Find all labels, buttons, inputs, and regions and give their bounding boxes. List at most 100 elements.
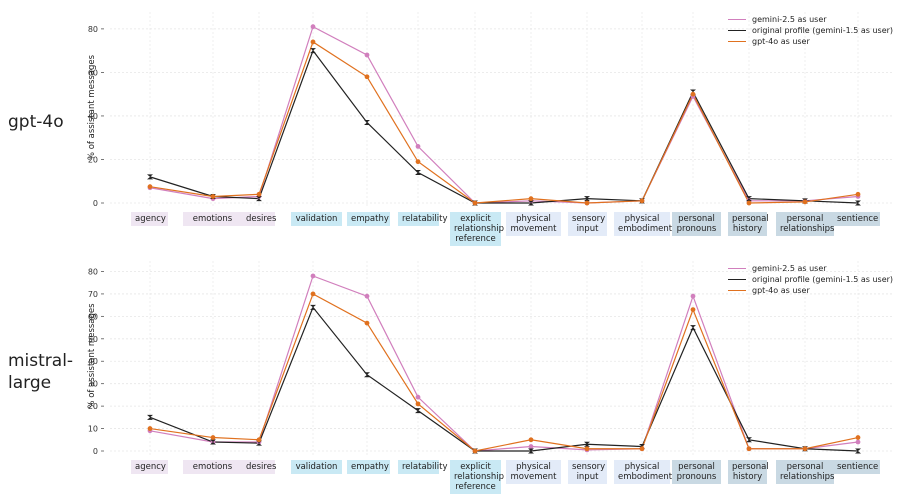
point (639, 198, 645, 204)
row-label-gpt-4o: gpt-4o (8, 112, 64, 132)
legend-label: gpt-4o as user (752, 37, 810, 46)
point (364, 52, 370, 58)
category-label-line: agency (135, 462, 166, 472)
point (415, 394, 421, 400)
category-label-line: validation (295, 214, 338, 224)
legend-label: original profile (gemini-1.5 as user) (752, 26, 894, 35)
legend-item: gpt-4o as user (728, 285, 893, 296)
point (256, 440, 262, 446)
category-label-line: empathy (351, 462, 389, 472)
row-label-mistral-large: mistral- large (8, 350, 73, 394)
category-label: relatability (398, 212, 448, 226)
category-label: relatability (398, 460, 448, 474)
y-tick-label: 80 (88, 267, 98, 276)
category-label-line: physical (516, 214, 551, 224)
category-label: validation (291, 460, 342, 474)
point (639, 446, 645, 452)
category-label-line: personal (678, 214, 715, 224)
category-label: emotions (183, 460, 242, 474)
point (310, 48, 316, 54)
legend-label: gemini-2.5 as user (752, 15, 827, 24)
chart-0: 0 20 40 60 80 % of assistant messages (87, 12, 893, 208)
y-tick-label: 0 (93, 447, 98, 456)
category-label-line: embodiment (618, 472, 673, 482)
category-label-line: relationships (780, 224, 835, 234)
legend-item: gemini-2.5 as user (728, 263, 893, 274)
category-label-line: relationship (454, 472, 504, 482)
point (528, 200, 534, 206)
category-label-line: relationships (780, 472, 835, 482)
y-tick-label: 0 (93, 199, 98, 208)
category-label: personal history (728, 212, 769, 236)
category-label-line: history (732, 472, 763, 482)
category-label: empathy (347, 212, 390, 226)
point (472, 448, 478, 454)
category-label-line: movement (510, 224, 557, 234)
category-label-line: pronouns (676, 224, 717, 234)
point (746, 196, 752, 202)
point (528, 437, 534, 443)
row-label-line-2: large (8, 373, 52, 393)
y-tick-label: 70 (88, 290, 98, 299)
point (584, 196, 590, 202)
point (310, 39, 316, 45)
chart-1: 0 10 20 30 40 50 60 70 80 % of assistant messages (87, 261, 893, 456)
category-label-line: personal (678, 462, 715, 472)
category-label: personal history (728, 460, 769, 484)
category-label-line: pronouns (676, 472, 717, 482)
category-label-line: emotions (192, 462, 233, 472)
point (210, 435, 216, 440)
category-label-line: explicit (460, 214, 491, 224)
category-label-line: validation (295, 462, 338, 472)
row-label-line-1: mistral- (8, 351, 74, 371)
point (528, 448, 534, 454)
point (256, 437, 262, 443)
category-label-line: explicit (460, 462, 491, 472)
point (210, 194, 216, 199)
category-label-line: sentience (837, 462, 879, 472)
category-label: physical embodiment (614, 460, 673, 484)
point (690, 293, 696, 299)
series-line-0 (149, 25, 859, 204)
category-label-line: movement (510, 472, 557, 482)
series-line-2 (149, 41, 859, 204)
category-label: sentience (833, 460, 880, 474)
category-label-line: input (576, 472, 599, 482)
category-label: personal pronouns (672, 460, 721, 484)
y-tick-label: 20 (88, 155, 98, 164)
point (415, 408, 421, 414)
category-label-line: personal (786, 462, 824, 472)
category-label-line: reference (455, 234, 496, 244)
category-label-line: input (576, 224, 599, 234)
category-label: physical movement (506, 212, 561, 236)
y-tick-label: 40 (88, 357, 98, 366)
category-label: sensory input (568, 460, 607, 484)
point (310, 24, 316, 30)
point (415, 159, 421, 165)
y-tick-label: 60 (88, 312, 98, 321)
legend-item: original profile (gemini-1.5 as user) (728, 274, 893, 285)
y-axis-label: % of assistant messages (87, 303, 97, 409)
category-label-line: sensory (572, 462, 606, 472)
y-tick-label: 10 (88, 425, 98, 434)
point (802, 199, 808, 205)
category-label-line: empathy (351, 214, 389, 224)
category-label: sentience (833, 212, 880, 226)
point (210, 439, 216, 445)
y-tick-label: 30 (88, 380, 98, 389)
y-axis-label: % of assistant messages (87, 54, 97, 160)
legend-swatch (728, 30, 746, 31)
y-tick-label: 20 (88, 402, 98, 411)
point (256, 191, 262, 197)
point (415, 144, 421, 149)
legend-item: gemini-2.5 as user (728, 14, 893, 25)
legend: gemini-2.5 as user original profile (gemi… (728, 14, 893, 47)
y-tick-label: 50 (88, 335, 98, 344)
series-line-1 (149, 306, 859, 452)
series-line-1 (149, 49, 859, 204)
category-label-line: sentience (837, 214, 879, 224)
category-label: agency (131, 212, 168, 226)
category-label-line: desires (246, 214, 277, 224)
point (584, 446, 590, 452)
category-label-line: personal (732, 462, 769, 472)
